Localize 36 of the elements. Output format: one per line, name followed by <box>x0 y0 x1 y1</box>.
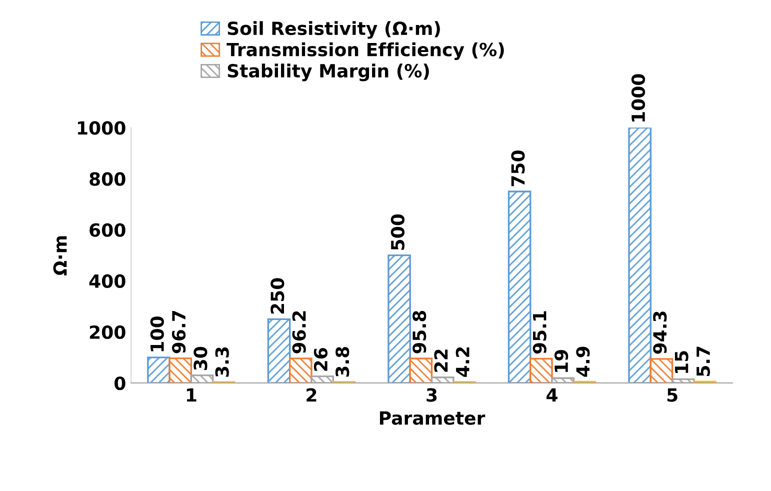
x-tick-label: 2 <box>306 388 316 402</box>
x-tick-label: 3 <box>426 388 437 402</box>
data-label: 26 <box>314 348 328 371</box>
legend-label: Soil Resistivity (Ω·m) <box>228 21 440 39</box>
x-tick-label: 1 <box>186 388 196 402</box>
data-label: 96.2 <box>292 311 306 354</box>
data-label: 5.7 <box>696 346 710 376</box>
data-label: 15 <box>674 351 688 373</box>
data-label: 4.9 <box>576 346 590 377</box>
x-axis-title: Parameter <box>380 411 486 425</box>
legend-label: Transmission Efficiency (%) <box>226 42 504 60</box>
data-label: 500 <box>390 214 405 250</box>
y-tick-label: 200 <box>90 325 126 340</box>
x-tick-label: 4 <box>546 388 558 402</box>
data-label: 30 <box>194 346 208 370</box>
x-tick-label: 5 <box>667 388 678 402</box>
data-label: 100 <box>150 316 164 352</box>
data-label: 3.8 <box>336 346 350 377</box>
data-label: 96.7 <box>172 311 186 354</box>
data-label: 750 <box>511 150 525 186</box>
y-tick-label: 800 <box>90 172 126 186</box>
data-label: 95.8 <box>412 310 426 354</box>
data-label: 250 <box>270 278 284 314</box>
y-axis-title: Ω·m <box>53 236 67 276</box>
y-tick-label: 0 <box>114 376 126 390</box>
legend-label: Stability Margin (%) <box>228 64 429 82</box>
data-label: 1000 <box>631 74 646 122</box>
data-label: 95.1 <box>532 311 546 354</box>
data-label: 3.3 <box>215 347 229 377</box>
data-label: 4.2 <box>456 347 470 377</box>
data-label: 94.3 <box>653 312 667 354</box>
y-tick-label: 600 <box>90 223 126 237</box>
data-label: 19 <box>554 350 568 372</box>
y-tick-label: 400 <box>89 274 126 288</box>
data-label: 22 <box>434 350 448 372</box>
y-tick-label: 1000 <box>78 121 126 135</box>
